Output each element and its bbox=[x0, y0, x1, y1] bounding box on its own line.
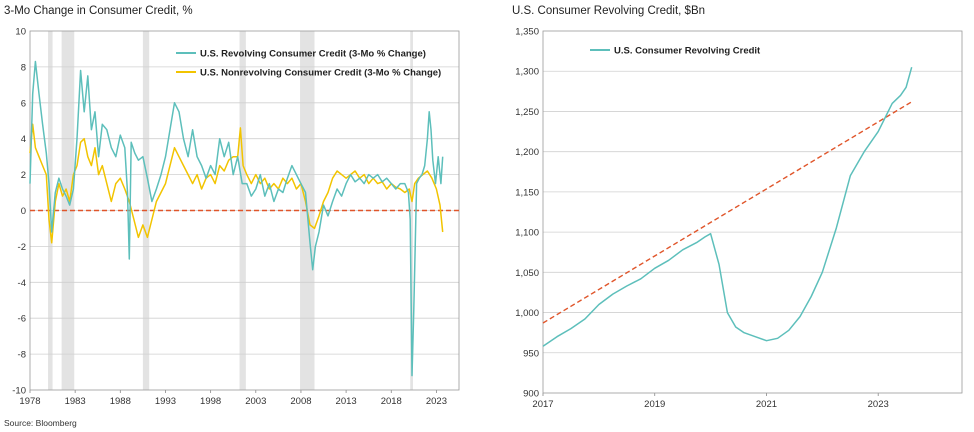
legend-label: U.S. Nonrevolving Consumer Credit (3-Mo … bbox=[200, 68, 441, 79]
legend-label: U.S. Consumer Revolving Credit bbox=[614, 46, 761, 57]
y-tick-label: 1,200 bbox=[515, 147, 539, 158]
y-tick-label: 10 bbox=[15, 27, 26, 38]
x-tick-label: 1988 bbox=[110, 396, 131, 407]
x-tick-label: 1998 bbox=[200, 396, 221, 407]
x-tick-label: 2017 bbox=[532, 399, 553, 410]
y-tick-label: 2 bbox=[21, 170, 26, 181]
y-tick-label: 1,000 bbox=[515, 308, 539, 319]
x-tick-label: 2013 bbox=[336, 396, 357, 407]
y-tick-label: -4 bbox=[18, 278, 26, 289]
x-tick-label: 2023 bbox=[426, 396, 447, 407]
series-line-1 bbox=[542, 66, 913, 347]
x-tick-label: 2018 bbox=[381, 396, 402, 407]
plot-frame bbox=[542, 30, 963, 394]
y-tick-label: 1,150 bbox=[515, 187, 539, 198]
y-tick-label: 1,250 bbox=[515, 107, 539, 118]
x-tick-label: 2008 bbox=[290, 396, 311, 407]
x-tick-label: 1993 bbox=[155, 396, 176, 407]
x-tick-label: 2023 bbox=[868, 399, 889, 410]
y-tick-label: 1,100 bbox=[515, 228, 539, 239]
trend-line bbox=[542, 101, 913, 324]
y-tick-label: -2 bbox=[18, 242, 26, 253]
y-tick-label: 0 bbox=[21, 206, 26, 217]
y-tick-label: 900 bbox=[523, 389, 539, 400]
y-tick-label: 1,050 bbox=[515, 268, 539, 279]
left-chart-title: 3-Mo Change in Consumer Credit, % bbox=[4, 5, 193, 17]
x-tick-label: 1983 bbox=[65, 396, 86, 407]
y-tick-label: -8 bbox=[18, 350, 26, 361]
y-tick-label: 1,350 bbox=[515, 27, 539, 38]
legend-label: U.S. Revolving Consumer Credit (3-Mo % C… bbox=[200, 49, 426, 60]
x-tick-label: 2003 bbox=[245, 396, 266, 407]
y-tick-label: -6 bbox=[18, 314, 26, 325]
right-chart-title: U.S. Consumer Revolving Credit, $Bn bbox=[512, 5, 706, 17]
y-tick-label: 6 bbox=[21, 98, 26, 109]
x-tick-label: 2021 bbox=[756, 399, 777, 410]
y-tick-label: 950 bbox=[523, 348, 539, 359]
series-line-1 bbox=[29, 60, 444, 377]
y-tick-label: 1,300 bbox=[515, 67, 539, 78]
x-tick-label: 2019 bbox=[644, 399, 665, 410]
y-tick-label: 8 bbox=[21, 62, 26, 73]
y-tick-label: -10 bbox=[12, 386, 26, 397]
series-line-2 bbox=[29, 123, 444, 244]
source-note: Source: Bloomberg bbox=[4, 418, 77, 428]
y-tick-label: 4 bbox=[21, 134, 26, 145]
x-tick-label: 1978 bbox=[19, 396, 40, 407]
